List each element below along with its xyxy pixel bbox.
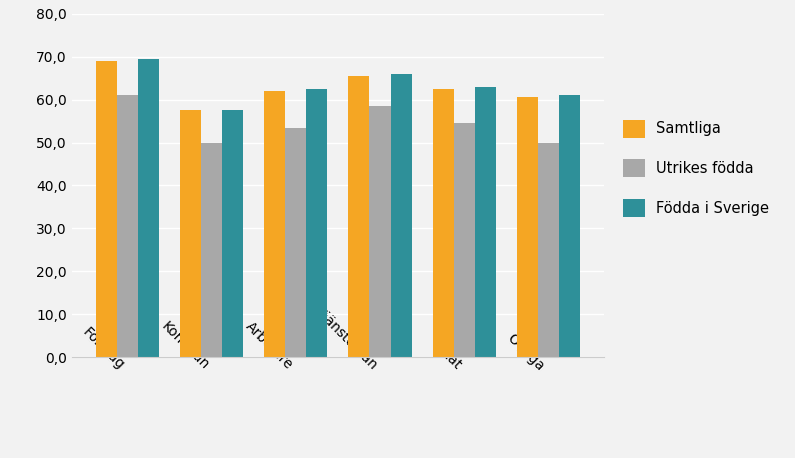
Bar [180, 110, 201, 357]
Bar [117, 95, 138, 357]
Bar [264, 91, 285, 357]
Bar [475, 87, 496, 357]
Bar [222, 110, 243, 357]
Bar [138, 59, 159, 357]
Bar [538, 142, 559, 357]
Bar [95, 61, 117, 357]
Bar [306, 89, 328, 357]
Bar [432, 89, 454, 357]
Legend: Samtliga, Utrikes födda, Födda i Sverige: Samtliga, Utrikes födda, Födda i Sverige [617, 114, 775, 223]
Bar [285, 127, 306, 357]
Bar [454, 123, 475, 357]
Bar [370, 106, 390, 357]
Bar [390, 74, 412, 357]
Bar [348, 76, 370, 357]
Bar [201, 142, 222, 357]
Bar [517, 98, 538, 357]
Bar [559, 95, 580, 357]
